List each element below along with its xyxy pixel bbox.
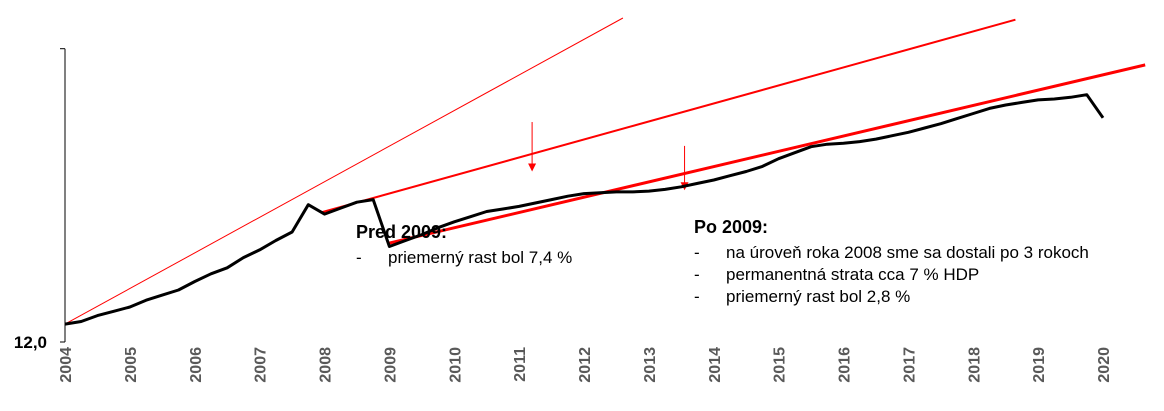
x-tick-label: 2014	[707, 347, 724, 383]
x-tick-label: 2018	[966, 347, 983, 383]
x-tick-label: 2012	[577, 347, 594, 383]
x-tick-label: 2006	[188, 347, 205, 383]
x-tick-label: 2016	[837, 347, 854, 383]
arrow-head	[528, 163, 537, 172]
x-tick-label: 2007	[253, 347, 270, 383]
annotation-pre-text: priemerný rast bol 7,4 %	[388, 248, 573, 267]
trend-arrow	[680, 145, 689, 191]
x-tick-label: 2019	[1031, 347, 1048, 383]
trend-lines	[64, 17, 1146, 325]
annotation-post-item: - permanentná strata cca 7 % HDP	[694, 264, 1089, 286]
y-tick-label: 12,0	[14, 333, 47, 352]
x-tick-label: 2015	[772, 347, 789, 383]
annotation-post-title: Po 2009:	[694, 217, 769, 237]
annotation-pre-2009: Pred 2009: - priemerný rast bol 7,4 %	[356, 222, 572, 269]
bullet-dash: -	[694, 287, 700, 306]
trend-line	[320, 18, 1016, 214]
x-tick-label: 2004	[58, 347, 75, 383]
annotation-post-2009: Po 2009: - na úroveň roka 2008 sme sa do…	[694, 217, 1089, 308]
trend-arrow	[528, 122, 537, 172]
trend-line	[64, 17, 624, 325]
x-tick-label: 2020	[1096, 347, 1113, 383]
annotation-post-text: na úroveň roka 2008 sme sa dostali po 3 …	[726, 243, 1089, 262]
annotation-pre-title: Pred 2009:	[356, 222, 448, 242]
x-tick-label: 2010	[447, 347, 464, 383]
series-line	[64, 93, 1105, 326]
annotation-post-text: priemerný rast bol 2,8 %	[726, 287, 911, 306]
x-tick-label: 2011	[512, 347, 529, 382]
x-tick-label: 2009	[382, 347, 399, 383]
trend-line	[389, 63, 1146, 245]
bullet-dash: -	[694, 243, 700, 262]
annotation-post-item: - priemerný rast bol 2,8 %	[694, 286, 1089, 308]
annotation-pre-item: - priemerný rast bol 7,4 %	[356, 247, 572, 269]
bullet-dash: -	[356, 248, 362, 267]
chart-axes	[60, 48, 66, 343]
x-tick-label: 2013	[642, 347, 659, 383]
tick-labels: 2004 2005 2006 2007 2008 2009 2010 2011 2012 2013…	[14, 333, 1113, 383]
annotation-post-text: permanentná strata cca 7 % HDP	[726, 265, 980, 284]
bullet-dash: -	[694, 265, 700, 284]
x-tick-label: 2005	[123, 347, 140, 383]
annotation-post-item: - na úroveň roka 2008 sme sa dostali po …	[694, 242, 1089, 264]
data-series	[64, 93, 1105, 326]
x-tick-label: 2008	[318, 347, 335, 383]
x-tick-label: 2017	[901, 347, 918, 383]
